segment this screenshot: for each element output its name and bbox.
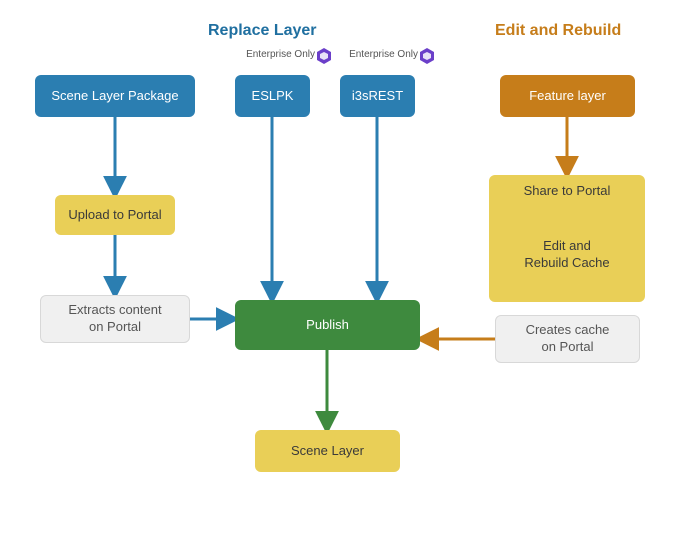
node-publish: Publish xyxy=(235,300,420,350)
node-upload: Upload to Portal xyxy=(55,195,175,235)
badge-label-i3srest: Enterprise Only xyxy=(338,49,418,60)
badge-label-eslpk: Enterprise Only xyxy=(235,49,315,60)
node-creates: Creates cacheon Portal xyxy=(495,315,640,363)
node-editcache: Edit andRebuild Cache xyxy=(489,207,645,302)
node-extracts: Extracts contenton Portal xyxy=(40,295,190,343)
enterprise-icon xyxy=(315,47,333,65)
node-scene: Scene Layer xyxy=(255,430,400,472)
title-edit: Edit and Rebuild xyxy=(495,22,621,40)
node-eslpk: ESLPK xyxy=(235,75,310,117)
node-i3srest: i3sREST xyxy=(340,75,415,117)
enterprise-icon xyxy=(418,47,436,65)
node-feature: Feature layer xyxy=(500,75,635,117)
node-slpk: Scene Layer Package xyxy=(35,75,195,117)
title-replace: Replace Layer xyxy=(208,22,317,40)
node-share: Share to Portal xyxy=(489,175,645,207)
